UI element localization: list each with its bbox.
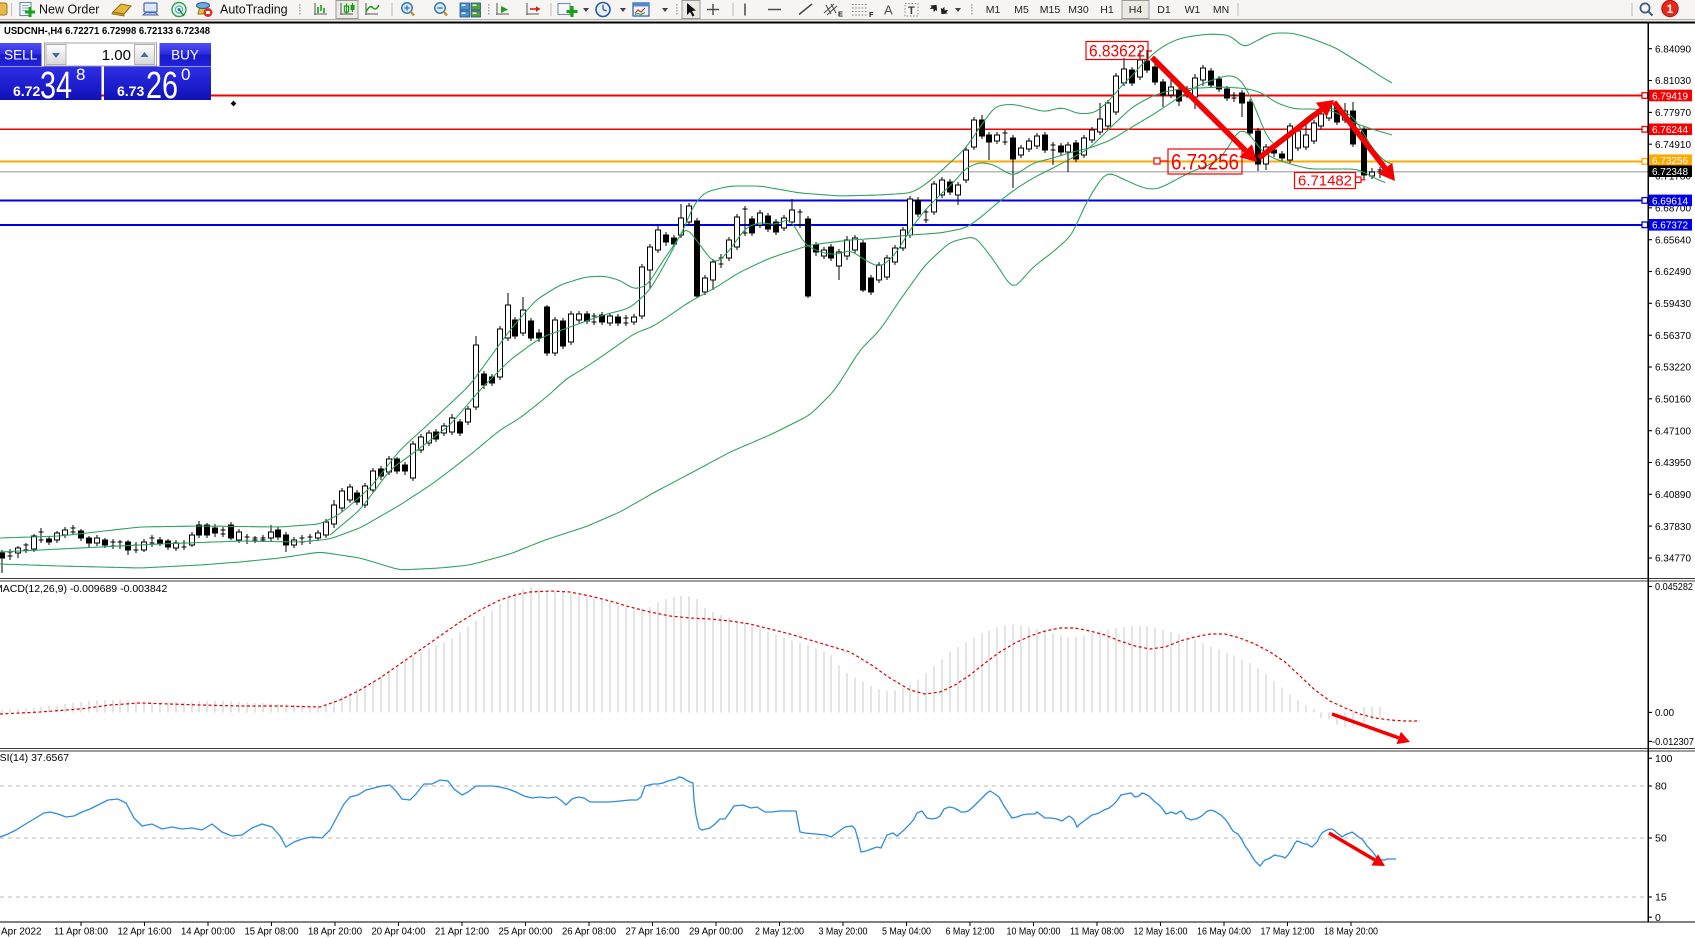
svg-text:6.37830: 6.37830 (1655, 521, 1691, 533)
svg-text:6.62490: 6.62490 (1655, 266, 1691, 278)
svg-text:D1: D1 (1157, 4, 1171, 16)
svg-text:6.65640: 6.65640 (1655, 234, 1691, 246)
svg-text:E: E (838, 10, 843, 19)
svg-text:6.50160: 6.50160 (1655, 394, 1691, 406)
svg-text:A: A (884, 3, 893, 18)
svg-text:M15: M15 (1040, 4, 1061, 16)
svg-text:6.72: 6.72 (13, 83, 40, 99)
svg-text:H4: H4 (1129, 4, 1143, 16)
svg-text:18 May 20:00: 18 May 20:00 (1324, 927, 1378, 938)
svg-text:1.00: 1.00 (102, 47, 131, 64)
svg-text:6.73256: 6.73256 (1171, 150, 1239, 175)
svg-text:6.43950: 6.43950 (1655, 457, 1691, 469)
svg-text:M5: M5 (1014, 4, 1029, 16)
svg-text:11 Apr 08:00: 11 Apr 08:00 (54, 927, 108, 938)
svg-text:6.69614: 6.69614 (1652, 195, 1688, 207)
svg-text:6.84090: 6.84090 (1655, 43, 1691, 55)
svg-text:34: 34 (40, 65, 72, 107)
svg-text:16 May 04:00: 16 May 04:00 (1197, 927, 1251, 938)
svg-text:RSI(14) 37.6567: RSI(14) 37.6567 (0, 752, 69, 764)
svg-text:0: 0 (1655, 912, 1661, 924)
svg-text:6 May 12:00: 6 May 12:00 (946, 927, 995, 938)
svg-text:6.74910: 6.74910 (1655, 139, 1691, 151)
svg-text:6.71482: 6.71482 (1298, 174, 1352, 190)
svg-text:6.67372: 6.67372 (1652, 220, 1688, 232)
svg-text:100: 100 (1655, 753, 1673, 765)
svg-text:SELL: SELL (4, 48, 38, 63)
svg-text:6.73256: 6.73256 (1652, 155, 1688, 167)
svg-text:BUY: BUY (171, 48, 199, 63)
svg-text:AutoTrading: AutoTrading (220, 3, 288, 17)
svg-text:26: 26 (146, 65, 178, 107)
svg-text:T: T (908, 5, 915, 17)
svg-text:MACD(12,26,9) -0.009689 -0.003: MACD(12,26,9) -0.009689 -0.003842 (0, 583, 168, 595)
svg-text:6.77970: 6.77970 (1655, 107, 1691, 119)
svg-text:0.00: 0.00 (1655, 707, 1674, 719)
svg-text:12 Apr 16:00: 12 Apr 16:00 (118, 927, 172, 938)
svg-text:MN: MN (1213, 4, 1229, 16)
svg-text:6.83622: 6.83622 (1089, 42, 1145, 61)
svg-text:15: 15 (1655, 892, 1667, 904)
svg-text:11 May 08:00: 11 May 08:00 (1070, 927, 1124, 938)
svg-text:6.59430: 6.59430 (1655, 298, 1691, 310)
svg-text:29 Apr 00:00: 29 Apr 00:00 (689, 927, 743, 938)
svg-text:2 May 12:00: 2 May 12:00 (755, 927, 804, 938)
svg-text:15 Apr 08:00: 15 Apr 08:00 (245, 927, 299, 938)
svg-text:12 May 16:00: 12 May 16:00 (1134, 927, 1188, 938)
svg-text:6.56370: 6.56370 (1655, 330, 1691, 342)
svg-text:6.72348: 6.72348 (1652, 166, 1688, 178)
svg-text:Apr 2022: Apr 2022 (1, 927, 42, 938)
svg-text:0: 0 (181, 65, 190, 84)
svg-text:M1: M1 (986, 4, 1001, 16)
svg-text:6.81030: 6.81030 (1655, 75, 1691, 87)
svg-text:20 Apr 04:00: 20 Apr 04:00 (372, 927, 426, 938)
svg-text:H1: H1 (1100, 4, 1114, 16)
svg-text:6.53220: 6.53220 (1655, 362, 1691, 374)
svg-text:14 Apr 00:00: 14 Apr 00:00 (181, 927, 235, 938)
svg-text:6.79419: 6.79419 (1652, 90, 1688, 102)
svg-text:-0.012307: -0.012307 (1652, 736, 1694, 748)
svg-text:25 Apr 00:00: 25 Apr 00:00 (499, 927, 553, 938)
svg-text:New Order: New Order (39, 3, 99, 17)
svg-text:W1: W1 (1185, 4, 1201, 16)
svg-text:1: 1 (1667, 2, 1674, 16)
svg-text:3 May 20:00: 3 May 20:00 (819, 927, 868, 938)
svg-text:6.34770: 6.34770 (1655, 553, 1691, 565)
svg-text:80: 80 (1655, 781, 1667, 793)
svg-text:6.47100: 6.47100 (1655, 425, 1691, 437)
svg-text:17 May 12:00: 17 May 12:00 (1261, 927, 1315, 938)
svg-text:8: 8 (76, 65, 85, 84)
svg-text:M30: M30 (1068, 4, 1089, 16)
svg-text:18 Apr 20:00: 18 Apr 20:00 (308, 927, 362, 938)
svg-text:6.76244: 6.76244 (1652, 124, 1688, 136)
svg-text:F: F (869, 10, 874, 19)
svg-text:6.40890: 6.40890 (1655, 489, 1691, 501)
svg-text:10 May 00:00: 10 May 00:00 (1007, 927, 1061, 938)
svg-text:21 Apr 12:00: 21 Apr 12:00 (435, 927, 489, 938)
svg-text:27 Apr 16:00: 27 Apr 16:00 (626, 927, 680, 938)
svg-text:0.045282: 0.045282 (1655, 581, 1693, 593)
svg-text:USDCNH-,H4 6.72271 6.72998 6.: USDCNH-,H4 6.72271 6.72998 6.72133 6.723… (4, 25, 210, 37)
svg-text:50: 50 (1655, 833, 1667, 845)
svg-text:5 May 04:00: 5 May 04:00 (882, 927, 931, 938)
svg-text:6.73: 6.73 (117, 83, 144, 99)
svg-text:26 Apr 08:00: 26 Apr 08:00 (562, 927, 616, 938)
